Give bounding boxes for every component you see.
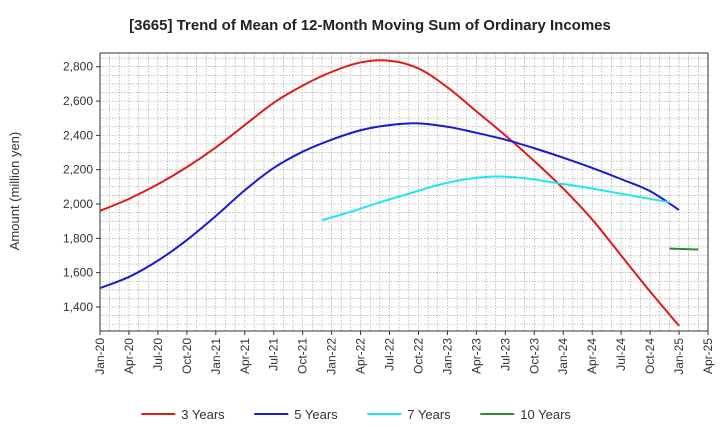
legend-label-5-years: 5 Years	[294, 407, 338, 422]
y-tick-label: 1,600	[63, 266, 93, 280]
y-tick-label: 2,000	[63, 197, 93, 211]
x-tick-label: Jan-24	[556, 338, 570, 375]
x-tick-label: Apr-24	[585, 338, 599, 374]
x-tick-label: Jul-20	[151, 338, 165, 371]
x-tick-label: Apr-23	[469, 338, 483, 374]
x-tick-label: Apr-25	[701, 338, 715, 374]
x-tick-label: Jul-24	[614, 338, 628, 371]
x-tick-label: Jan-21	[209, 338, 223, 375]
x-tick-label: Jan-23	[440, 338, 454, 375]
plot-frame	[99, 52, 709, 332]
legend-label-3-years: 3 Years	[181, 407, 225, 422]
series-line-7-years	[321, 175, 670, 222]
grid-layer	[99, 53, 709, 331]
x-tick-label: Oct-21	[296, 338, 310, 374]
x-tick-label: Jan-22	[325, 338, 339, 375]
ytick-layer: 1,400 1,600 1,800 2,000 2,200 2,400 2,600 2,800	[63, 60, 100, 314]
y-tick-label: 2,200	[63, 163, 93, 177]
legend: 3 Years 5 Years 7 Years 10 Years	[141, 407, 571, 422]
x-tick-label: Apr-20	[122, 338, 136, 374]
xtick-layer: Jan-20 Apr-20 Jul-20 Oct-20 Jan-21 Apr-21 Jul-…	[93, 331, 715, 375]
chart-title: [3665] Trend of Mean of 12-Month Moving …	[129, 17, 611, 34]
x-tick-label: Jul-21	[267, 338, 281, 371]
y-tick-label: 2,600	[63, 94, 93, 108]
x-tick-label: Oct-20	[180, 338, 194, 374]
x-tick-label: Apr-21	[238, 338, 252, 374]
y-tick-label: 2,400	[63, 128, 93, 142]
legend-label-10-years: 10 Years	[520, 407, 571, 422]
legend-label-7-years: 7 Years	[407, 407, 451, 422]
x-tick-label: Jul-23	[498, 338, 512, 371]
x-tick-label: Jan-20	[93, 338, 107, 375]
x-tick-label: Jul-22	[383, 338, 397, 371]
y-tick-label: 1,800	[63, 231, 93, 245]
y-axis-label: Amount (million yen)	[7, 132, 22, 251]
x-tick-label: Oct-22	[411, 338, 425, 374]
series-line-3-years	[99, 59, 680, 327]
y-tick-label: 1,400	[63, 300, 93, 314]
series-layer	[99, 59, 699, 327]
series-line-10-years	[669, 247, 699, 251]
series-line-5-years	[99, 122, 680, 290]
x-tick-label: Jan-25	[672, 338, 686, 375]
x-tick-label: Apr-22	[354, 338, 368, 374]
x-tick-label: Oct-24	[643, 338, 657, 374]
y-tick-label: 2,800	[63, 60, 93, 74]
x-tick-label: Oct-23	[527, 338, 541, 374]
